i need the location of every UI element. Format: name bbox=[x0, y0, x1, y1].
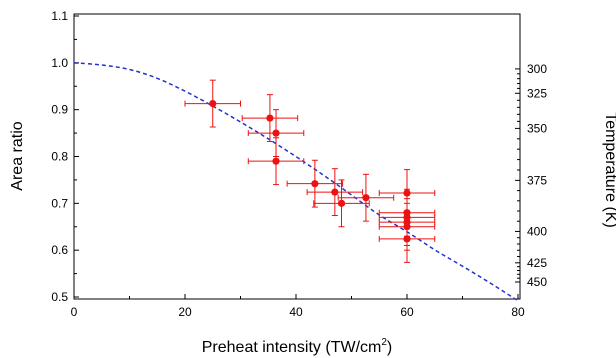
y2-axis-label: Temperature (K) bbox=[602, 112, 616, 228]
point-marker bbox=[362, 194, 370, 202]
point-marker bbox=[272, 129, 280, 137]
y2-tick-label: 325 bbox=[527, 86, 547, 100]
x-tick-label: 0 bbox=[71, 305, 78, 319]
point-marker bbox=[266, 114, 274, 122]
y2-tick-label: 375 bbox=[527, 173, 547, 187]
y-tick-label: 1.0 bbox=[51, 56, 68, 70]
y2-tick-label: 450 bbox=[527, 275, 547, 289]
point-marker bbox=[209, 99, 217, 108]
x-tick-label: 60 bbox=[400, 305, 414, 319]
data-point bbox=[184, 79, 241, 128]
data-point bbox=[286, 159, 344, 208]
y-axis-label: Area ratio bbox=[9, 121, 26, 190]
data-points bbox=[184, 79, 436, 263]
data-point bbox=[306, 168, 364, 217]
data-point bbox=[337, 173, 395, 222]
y2-tick-label: 425 bbox=[527, 256, 547, 270]
data-point bbox=[247, 137, 305, 186]
data-point bbox=[313, 179, 370, 228]
x-axis-label: Preheat intensity (TW/cm2) bbox=[202, 337, 393, 356]
y-tick-label: 0.8 bbox=[51, 150, 68, 164]
y2-tick-label: 300 bbox=[527, 62, 547, 76]
point-marker bbox=[337, 199, 346, 207]
y-tick-label: 0.6 bbox=[51, 243, 68, 257]
data-point bbox=[378, 215, 436, 263]
point-marker bbox=[311, 180, 319, 188]
y2-axis-ticks: 300 325 350 375 400 425 450 bbox=[515, 62, 547, 289]
y-tick-label: 0.5 bbox=[51, 290, 68, 304]
data-point bbox=[241, 94, 299, 143]
y-tick-label: 0.9 bbox=[51, 103, 68, 117]
y-tick-label: 0.7 bbox=[51, 196, 68, 210]
point-marker bbox=[272, 157, 280, 165]
point-marker bbox=[403, 235, 411, 243]
x-tick-label: 20 bbox=[178, 305, 192, 319]
x-axis-ticks: 0 20 40 60 80 bbox=[71, 294, 525, 319]
point-marker bbox=[331, 188, 339, 196]
x-tick-label: 80 bbox=[511, 305, 525, 319]
model-curve bbox=[73, 62, 519, 302]
y2-tick-label: 350 bbox=[527, 121, 547, 135]
y-tick-label: 1.1 bbox=[51, 9, 68, 23]
y-axis-ticks: 0.5 0.6 0.7 0.8 0.9 1.0 1.1 bbox=[51, 9, 79, 304]
x-tick-label: 40 bbox=[289, 305, 303, 319]
y2-tick-label: 400 bbox=[527, 224, 547, 238]
